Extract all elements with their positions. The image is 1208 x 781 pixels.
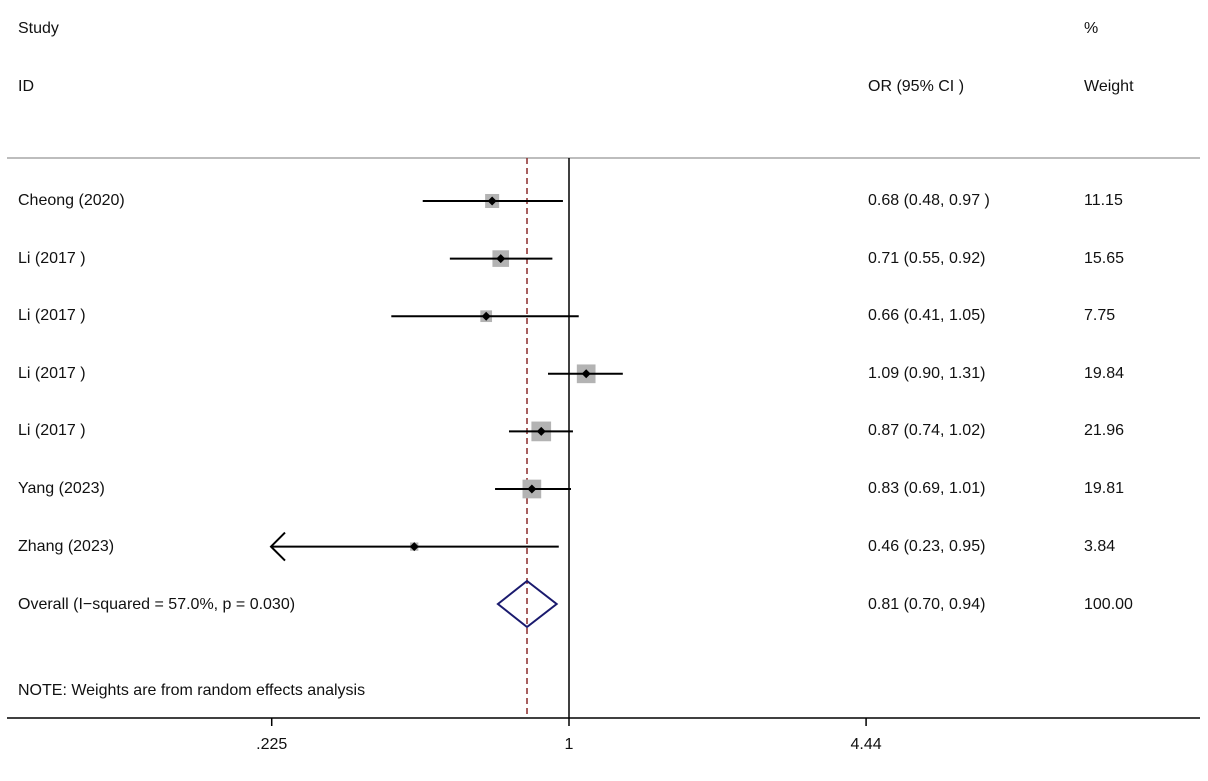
study-or-text: 0.83 (0.69, 1.01) (868, 480, 986, 497)
study-point-estimate (527, 484, 537, 494)
or-ci-header: OR (95% CI ) (868, 78, 965, 95)
study-point-estimate (487, 196, 497, 206)
study-weight-text: 3.84 (1084, 537, 1116, 555)
overall-label: Overall (I−squared = 57.0%, p = 0.030) (18, 596, 296, 613)
overall-weight-text: 100.00 (1084, 596, 1133, 613)
study-point-estimate (409, 542, 419, 552)
study-weight-text: 19.81 (1084, 480, 1125, 497)
study-or-text: 0.71 (0.55, 0.92) (868, 249, 986, 267)
study-label: Li (2017 ) (18, 307, 86, 325)
study-label: Li (2017 ) (18, 364, 86, 382)
study-label: Zhang (2023) (18, 537, 115, 555)
study-or-text: 0.87 (0.74, 1.02) (868, 422, 986, 440)
note-text: NOTE: Weights are from random effects an… (18, 682, 366, 699)
study-or-text: 0.66 (0.41, 1.05) (868, 307, 986, 325)
weight-header: Weight (1084, 78, 1134, 95)
study-label: Cheong (2020) (18, 192, 125, 209)
overall-or-text: 0.81 (0.70, 0.94) (868, 596, 986, 613)
study-point-estimate (496, 254, 506, 264)
x-tick-label: 1 (564, 736, 574, 753)
study-or-text: 1.09 (0.90, 1.31) (868, 364, 986, 382)
study-weight-text: 11.15 (1084, 192, 1123, 209)
study-or-text: 0.68 (0.48, 0.97 ) (868, 192, 990, 209)
study-weight-text: 15.65 (1084, 249, 1125, 267)
study-weight-text: 21.96 (1084, 422, 1125, 440)
x-tick-label: 4.44 (850, 736, 882, 753)
study-point-estimate (481, 311, 491, 321)
overall-diamond (496, 579, 559, 629)
ci-arrow-left (269, 531, 286, 562)
study-label: Li (2017 ) (18, 422, 86, 440)
study-label: Yang (2023) (18, 480, 105, 497)
study-label: Li (2017 ) (18, 249, 86, 267)
id-header: ID (18, 78, 34, 95)
study-weight-text: 7.75 (1084, 307, 1116, 325)
x-tick-label: .225 (256, 736, 288, 753)
percent-header: % (1084, 20, 1099, 37)
study-or-text: 0.46 (0.23, 0.95) (868, 537, 986, 555)
study-header: Study (18, 20, 59, 37)
study-weight-text: 19.84 (1084, 364, 1125, 382)
study-point-estimate (581, 369, 591, 379)
study-point-estimate (536, 426, 546, 436)
